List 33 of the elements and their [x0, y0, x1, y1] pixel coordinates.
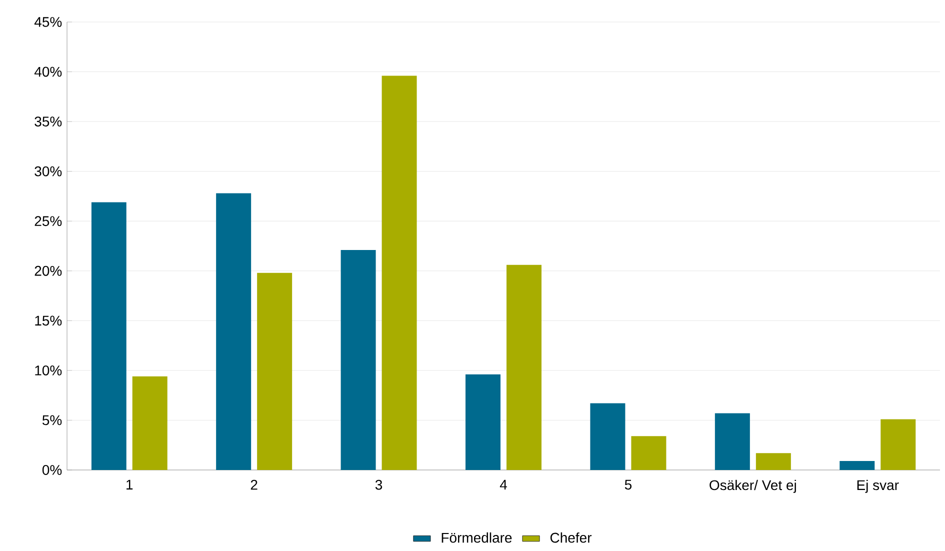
y-tick-label: 20% — [34, 266, 62, 276]
y-tick-label: 40% — [34, 66, 62, 77]
y-tick-label: 5% — [42, 415, 62, 426]
y-tick-label: 0% — [42, 465, 62, 475]
x-tick-label: 5 — [624, 480, 632, 490]
bar — [466, 374, 500, 470]
bar — [382, 76, 417, 470]
legend-label: Förmedlare — [442, 532, 512, 543]
x-tick-label: 2 — [250, 480, 258, 490]
bar — [880, 419, 916, 470]
bar — [340, 250, 376, 470]
y-tick-label: 15% — [35, 316, 62, 326]
y-tick-label: 30% — [34, 166, 62, 176]
bar — [257, 272, 292, 470]
bar — [840, 461, 875, 470]
bar — [216, 193, 252, 470]
legend-label: Chefer — [550, 532, 592, 543]
bar — [631, 436, 666, 470]
x-tick-label: 3 — [375, 480, 382, 490]
y-tick-label: 45% — [34, 17, 62, 27]
y-tick-label: 10% — [35, 365, 62, 376]
y-tick-label: 25% — [34, 216, 62, 226]
bar — [91, 202, 126, 470]
bar — [590, 403, 626, 470]
bar — [506, 264, 542, 470]
bar — [132, 376, 168, 470]
bar — [756, 453, 791, 470]
bar — [714, 413, 750, 470]
x-tick-label: Osäker/ Vet ej — [710, 480, 796, 493]
x-tick-label: 4 — [500, 480, 507, 490]
x-tick-label: Ej svar — [857, 480, 899, 493]
y-tick-label: 35% — [34, 116, 62, 127]
x-tick-label: 1 — [126, 480, 133, 490]
